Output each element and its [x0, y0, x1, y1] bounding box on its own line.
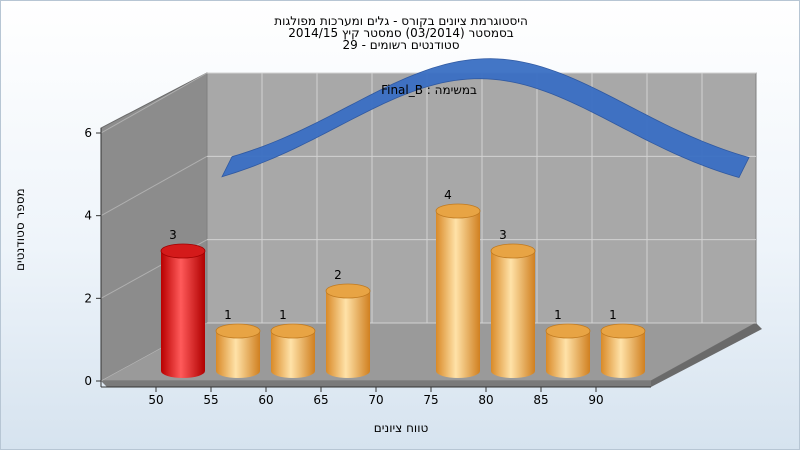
- bar-value-label: 4: [444, 188, 452, 202]
- x-tick-label: 70: [368, 393, 383, 407]
- x-tick-label: 50: [148, 393, 163, 407]
- y-tick-label: 0: [84, 374, 92, 388]
- normal-curve: [221, 58, 750, 178]
- bar-75-80: [436, 211, 480, 378]
- y-tick-label: 4: [84, 209, 92, 223]
- bar-top-65-70: [325, 283, 371, 299]
- gridline-wall: [100, 72, 208, 134]
- bar-top-90-95: [600, 323, 646, 339]
- bar-top-55-60: [215, 323, 261, 339]
- bar-top-50-55: [160, 243, 206, 259]
- bar-90-95: [601, 331, 645, 378]
- bar-top-60-65: [270, 323, 316, 339]
- chart-title-line-2: בסמסטר (03/2014) סמסטר קיץ 2014/15: [288, 26, 514, 40]
- bar-85-90: [546, 331, 590, 378]
- bar-65-70: [326, 291, 370, 378]
- x-tick-label: 75: [423, 393, 438, 407]
- x-tick-label: 85: [533, 393, 548, 407]
- bar-value-label: 2: [334, 268, 342, 282]
- bar-value-label: 3: [499, 228, 507, 242]
- y-tick-label: 2: [84, 291, 92, 305]
- x-tick-label: 55: [203, 393, 218, 407]
- bar-top-80-85: [490, 243, 536, 259]
- bar-value-label: 1: [554, 308, 562, 322]
- chart-title-line-1: היסטוגרמת ציונים בקורס - גלים ומערכות מפ…: [274, 14, 528, 28]
- bar-top-75-80: [435, 203, 481, 219]
- bar-value-label: 1: [224, 308, 232, 322]
- floor-edge: [101, 381, 651, 387]
- y-axis-title: מספר סטודנטים: [13, 188, 27, 271]
- x-tick-label: 90: [588, 393, 603, 407]
- gridline-wall: [100, 155, 208, 217]
- bar-55-60: [216, 331, 260, 378]
- x-tick-label: 65: [313, 393, 328, 407]
- bar-value-label: 1: [279, 308, 287, 322]
- x-tick-label: 60: [258, 393, 273, 407]
- y-tick-label: 6: [84, 126, 92, 140]
- x-tick-label: 80: [478, 393, 493, 407]
- bar-top-85-90: [545, 323, 591, 339]
- bar-value-label: 1: [609, 308, 617, 322]
- bar-60-65: [271, 331, 315, 378]
- series-annotation: Final_B : במשימה: [381, 83, 477, 97]
- x-axis-title: טווח ציונים: [373, 421, 429, 435]
- chart-title-line-3: סטודנטים רשומים - 29: [342, 38, 460, 52]
- bar-value-label: 3: [169, 228, 177, 242]
- bar-80-85: [491, 251, 535, 378]
- floor-side-edge: [651, 323, 762, 387]
- bar-50-55: [161, 251, 205, 378]
